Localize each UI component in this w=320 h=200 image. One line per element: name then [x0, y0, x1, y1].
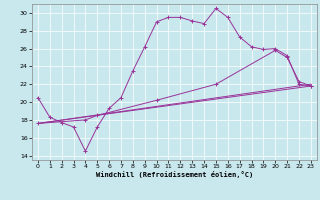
X-axis label: Windchill (Refroidissement éolien,°C): Windchill (Refroidissement éolien,°C): [96, 171, 253, 178]
